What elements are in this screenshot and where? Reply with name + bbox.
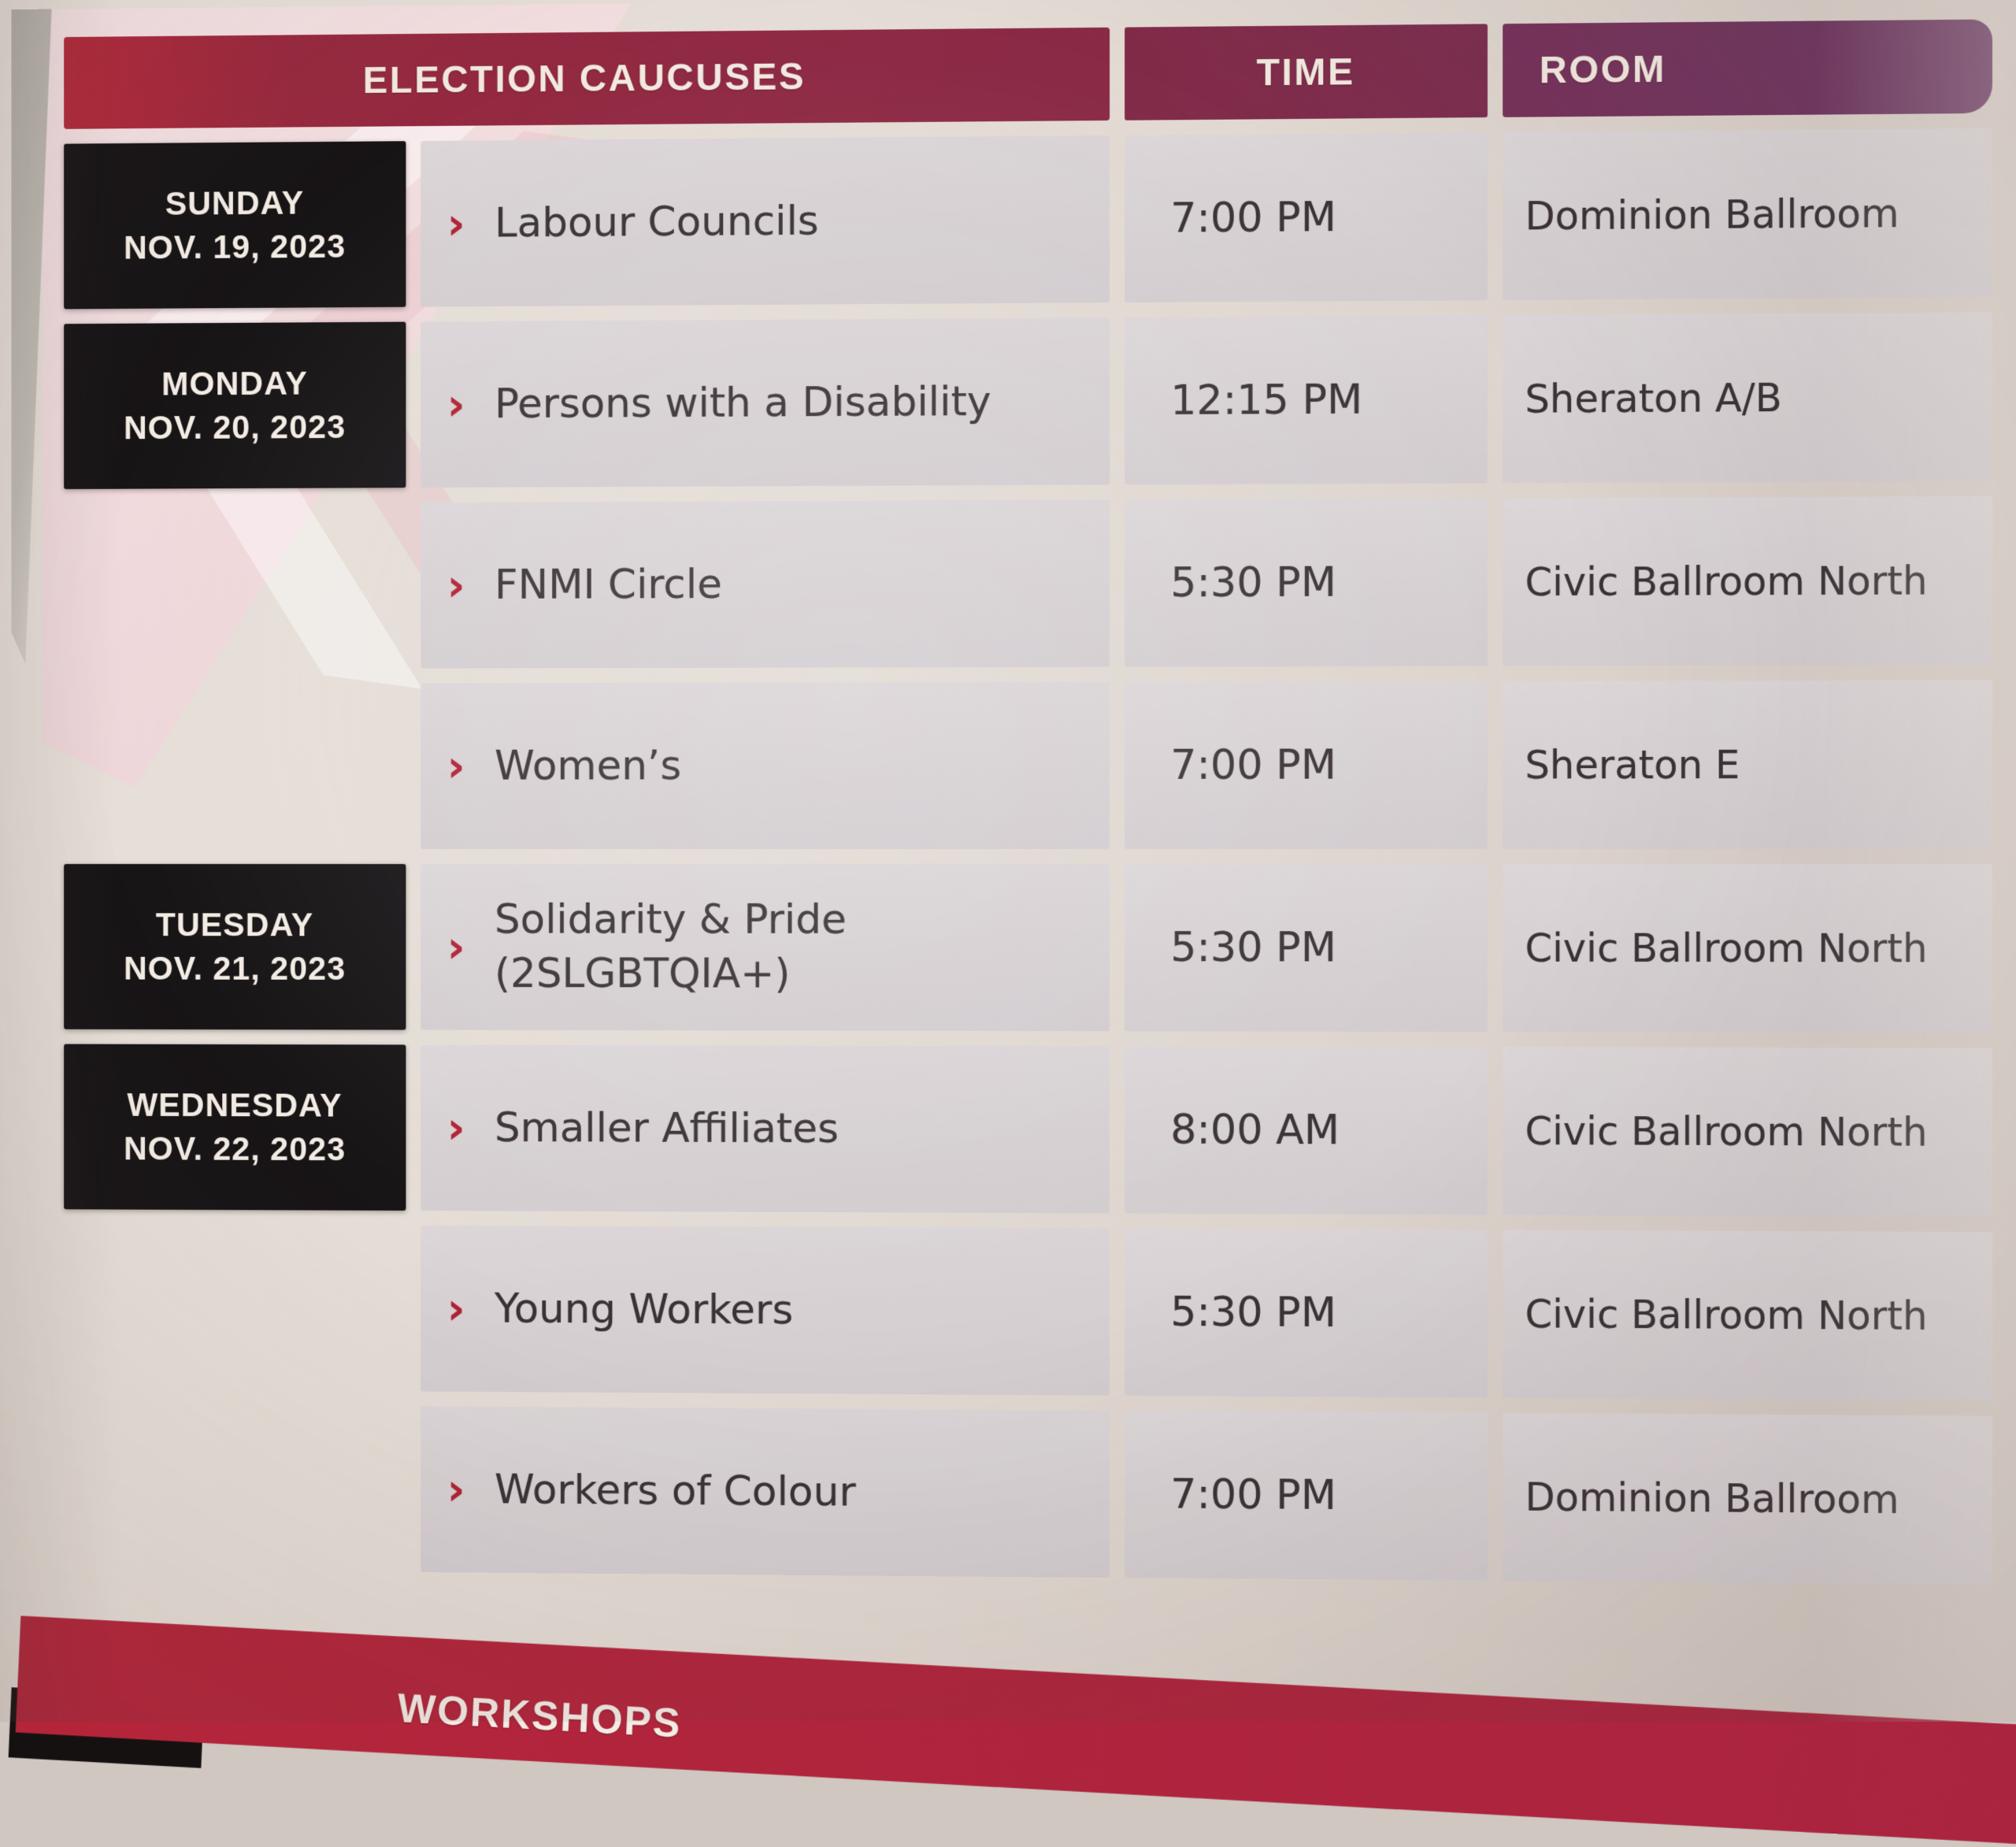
room-value: Dominion Ballroom	[1525, 191, 1899, 239]
chevron-bullet-icon: ›	[447, 379, 465, 430]
time-cell: 7:00 PM	[1125, 132, 1488, 303]
time-value: 8:00 AM	[1170, 1106, 1340, 1155]
chevron-bullet-icon: ›	[447, 740, 465, 792]
room-cell: Sheraton E	[1503, 680, 1993, 849]
room-cell: Civic Ballroom North	[1503, 1047, 1993, 1217]
caucus-cell: › Persons with a Disability	[421, 317, 1110, 488]
date-box: TUESDAY NOV. 21, 2023	[64, 863, 406, 1030]
paper-content: ELECTION CAUCUSES TIME ROOM SUNDAY NOV. …	[8, 0, 2016, 1847]
room-value: Sheraton A/B	[1525, 375, 1782, 422]
room-value: Sheraton E	[1525, 742, 1740, 788]
date-box: MONDAY NOV. 20, 2023	[64, 321, 406, 489]
room-value: Civic Ballroom North	[1525, 558, 1928, 605]
date-box: WEDNESDAY NOV. 22, 2023	[64, 1044, 406, 1211]
caucus-cell: › Smaller Affiliates	[421, 1044, 1110, 1214]
date-day: WEDNESDAY	[127, 1086, 343, 1124]
caucus-name: Women’s	[495, 742, 682, 790]
caucus-cell: › Workers of Colour	[421, 1406, 1110, 1578]
caucus-cell: › Young Workers	[421, 1225, 1110, 1396]
time-value: 5:30 PM	[1170, 924, 1336, 972]
time-value: 5:30 PM	[1170, 558, 1336, 607]
time-cell: 7:00 PM	[1125, 681, 1488, 849]
caucus-cell: › Solidarity & Pride (2SLGBTQIA+)	[421, 863, 1110, 1032]
caucus-name: Smaller Affiliates	[495, 1103, 839, 1152]
time-cell: 5:30 PM	[1125, 864, 1488, 1033]
chevron-bullet-icon: ›	[447, 1283, 465, 1334]
table-header-time: TIME	[1125, 24, 1488, 121]
caucus-cell: › Women’s	[421, 681, 1110, 850]
table-header-caucuses: ELECTION CAUCUSES	[64, 27, 1110, 129]
caucus-name: FNMI Circle	[495, 560, 722, 609]
room-cell: Sheraton A/B	[1503, 312, 1993, 484]
time-value: 12:15 PM	[1170, 376, 1363, 425]
time-cell: 12:15 PM	[1125, 315, 1488, 485]
date-value: NOV. 19, 2023	[124, 227, 346, 266]
date-day: TUESDAY	[155, 906, 314, 944]
chevron-bullet-icon: ›	[447, 198, 465, 250]
time-value: 7:00 PM	[1170, 193, 1336, 243]
room-cell: Civic Ballroom North	[1503, 1229, 1993, 1401]
date-value: NOV. 22, 2023	[124, 1129, 346, 1168]
date-box: SUNDAY NOV. 19, 2023	[64, 141, 406, 310]
chevron-bullet-icon: ›	[447, 1463, 465, 1515]
room-value: Civic Ballroom North	[1525, 1108, 1928, 1155]
room-value: Dominion Ballroom	[1525, 1474, 1899, 1522]
time-cell: 8:00 AM	[1125, 1046, 1488, 1215]
section-title: ELECTION CAUCUSES	[362, 55, 806, 102]
room-cell: Civic Ballroom North	[1503, 496, 1993, 666]
time-value: 5:30 PM	[1170, 1288, 1336, 1337]
caucus-name-line2: (2SLGBTQIA+)	[495, 950, 791, 998]
workshops-section-title: WORKSHOPS	[396, 1686, 683, 1747]
caucus-cell: › Labour Councils	[421, 135, 1110, 307]
time-cell: 5:30 PM	[1125, 498, 1488, 667]
date-value: NOV. 20, 2023	[124, 408, 346, 447]
chevron-bullet-icon: ›	[447, 1102, 465, 1154]
column-header-room: ROOM	[1539, 48, 1667, 91]
room-value: Civic Ballroom North	[1525, 925, 1928, 971]
chevron-bullet-icon: ›	[447, 922, 465, 973]
room-cell: Dominion Ballroom	[1503, 128, 1993, 301]
caucus-name: Young Workers	[495, 1285, 794, 1334]
date-day: MONDAY	[161, 364, 308, 402]
room-value: Civic Ballroom North	[1525, 1291, 1928, 1339]
caucus-name: Labour Councils	[495, 197, 819, 247]
election-caucuses-table: ELECTION CAUCUSES TIME ROOM SUNDAY NOV. …	[64, 19, 1995, 1585]
caucus-name: Workers of Colour	[495, 1466, 856, 1516]
time-value: 7:00 PM	[1170, 741, 1336, 789]
date-day: SUNDAY	[165, 184, 305, 222]
chevron-bullet-icon: ›	[447, 559, 465, 611]
column-header-time: TIME	[1256, 50, 1355, 94]
table-header-room: ROOM	[1503, 19, 1993, 117]
date-value: NOV. 21, 2023	[124, 949, 346, 987]
caucus-name: Persons with a Disability	[495, 377, 991, 428]
time-cell: 5:30 PM	[1125, 1228, 1488, 1398]
room-cell: Dominion Ballroom	[1503, 1412, 1993, 1585]
workshops-section-bar: WORKSHOPS	[15, 1615, 2016, 1847]
caucus-cell: › FNMI Circle	[421, 499, 1110, 669]
time-cell: 7:00 PM	[1125, 1410, 1488, 1581]
caucus-name: Solidarity & Pride (2SLGBTQIA+)	[495, 893, 847, 1001]
time-value: 7:00 PM	[1170, 1471, 1336, 1520]
caucus-name-line1: Solidarity & Pride	[495, 896, 847, 944]
room-cell: Civic Ballroom North	[1503, 864, 1993, 1033]
